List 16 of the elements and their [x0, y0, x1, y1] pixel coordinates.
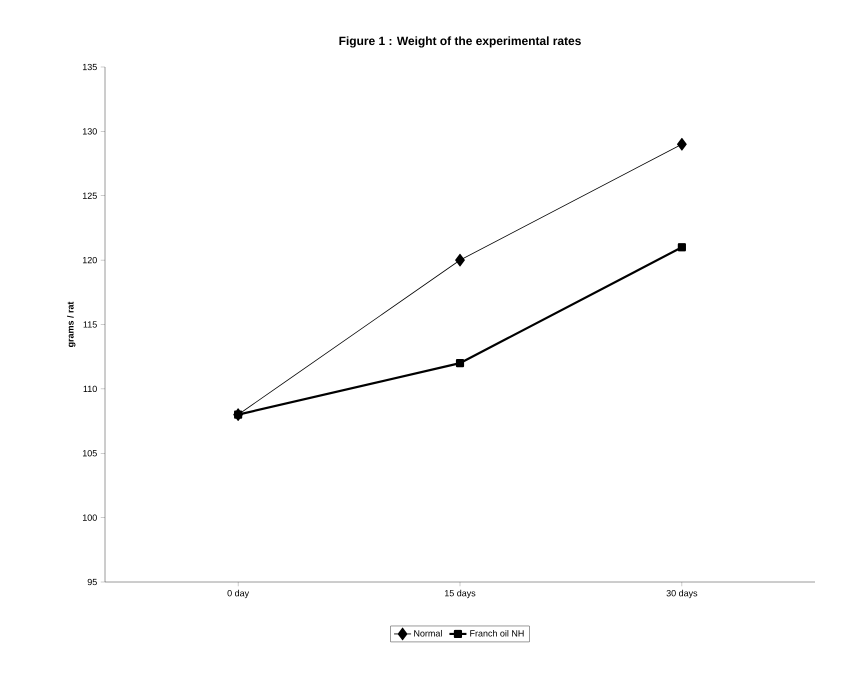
x-tick-label: 0 day: [228, 590, 250, 598]
y-tick-label: 110: [84, 386, 97, 392]
x-tick-label: 15 days: [444, 590, 476, 598]
legend-label: Normal: [414, 630, 442, 637]
legend-label: Franch oil NH: [470, 630, 524, 637]
y-axis-title: grams / rat: [67, 302, 76, 348]
y-tick-label: 120: [82, 256, 97, 264]
y-tick-label: 125: [82, 192, 97, 199]
y-tick-label: 95: [88, 578, 97, 586]
chart-title: Figure 1 : Weight of the experimental rates: [339, 36, 581, 48]
x-tick-label: 30 days: [666, 590, 698, 598]
y-tick-label: 135: [82, 64, 97, 70]
y-tick-label: 100: [82, 514, 97, 521]
y-tick-label: 115: [84, 321, 97, 328]
y-tick-label: 130: [82, 128, 97, 135]
y-tick-label: 105: [82, 450, 97, 456]
